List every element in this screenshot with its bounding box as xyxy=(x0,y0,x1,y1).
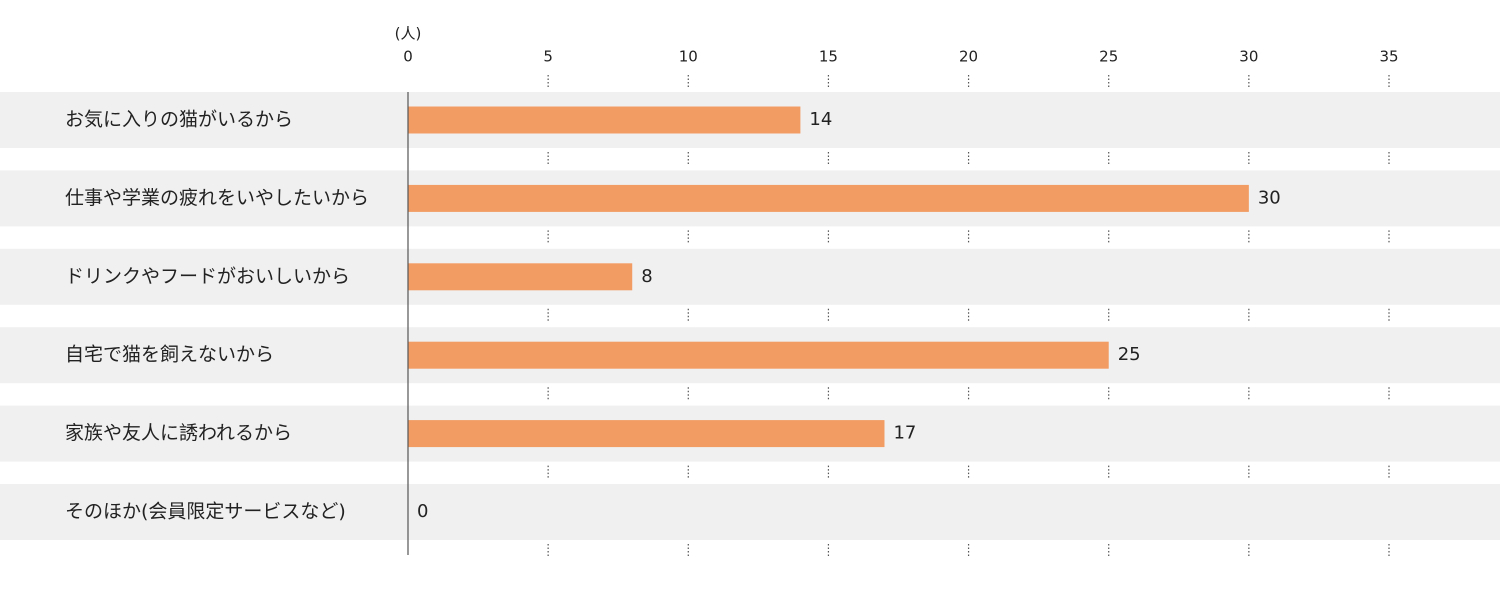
bar xyxy=(408,106,801,134)
value-label: 17 xyxy=(893,423,916,444)
value-label: 30 xyxy=(1258,187,1281,208)
bar xyxy=(408,263,633,291)
category-label: 家族や友人に誘われるから xyxy=(65,422,292,444)
bar xyxy=(408,341,1109,369)
x-tick-label: 0 xyxy=(403,48,413,66)
x-tick-label: 5 xyxy=(543,48,553,66)
category-label: ドリンクやフードがおいしいから xyxy=(65,265,350,287)
row-band xyxy=(0,484,1500,540)
category-label: お気に入りの猫がいるから xyxy=(65,109,293,131)
x-tick-label: 25 xyxy=(1099,48,1118,66)
x-tick-label: 35 xyxy=(1379,48,1398,66)
row-band xyxy=(0,248,1500,305)
bar xyxy=(408,420,885,448)
value-label: 25 xyxy=(1118,344,1141,365)
category-label: そのほか(会員限定サービスなど) xyxy=(65,501,346,523)
x-tick-label: 15 xyxy=(819,48,838,66)
unit-label: (人) xyxy=(395,25,422,43)
bar xyxy=(408,184,1249,212)
value-label: 8 xyxy=(641,266,652,287)
category-label: 自宅で猫を飼えないから xyxy=(65,344,274,366)
value-label: 0 xyxy=(417,501,428,522)
x-tick-label: 20 xyxy=(959,48,978,66)
value-label: 14 xyxy=(809,109,832,130)
x-tick-label: 10 xyxy=(679,48,698,66)
x-tick-label: 30 xyxy=(1239,48,1258,66)
category-label: 仕事や学業の疲れをいやしたいから xyxy=(65,187,369,209)
